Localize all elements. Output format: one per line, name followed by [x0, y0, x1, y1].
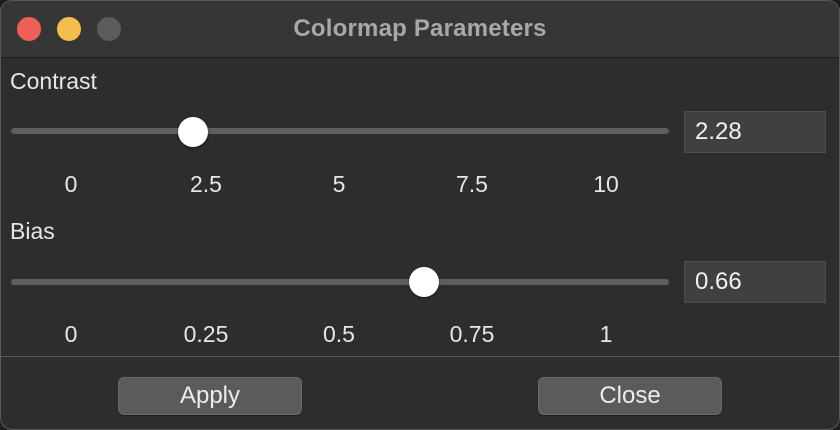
- contrast-value-field[interactable]: [684, 111, 826, 153]
- bias-tick-label: 0: [64, 321, 78, 347]
- contrast-slider-thumb[interactable]: [177, 117, 208, 147]
- contrast-tick-label: 5: [332, 171, 346, 197]
- close-button[interactable]: Close: [538, 377, 722, 415]
- contrast-tick-label: 0: [64, 171, 78, 197]
- contrast-slider-track[interactable]: [11, 128, 669, 134]
- minimize-window-button[interactable]: [57, 17, 81, 41]
- bias-value-field[interactable]: [684, 261, 826, 303]
- bias-tick-label: 1: [599, 321, 613, 347]
- contrast-tick-label: 10: [593, 171, 619, 197]
- bias-slider-thumb[interactable]: [409, 267, 440, 297]
- window-title: Colormap Parameters: [293, 15, 547, 42]
- contrast-tick-label: 7.5: [456, 171, 488, 197]
- bias-tick-label: 0.25: [183, 321, 229, 347]
- bias-slider-track[interactable]: [11, 279, 669, 285]
- title-bar[interactable]: Colormap Parameters: [1, 1, 839, 58]
- apply-button[interactable]: Apply: [118, 377, 302, 415]
- contrast-tick-label: 2.5: [190, 171, 222, 197]
- close-window-button[interactable]: [17, 17, 41, 41]
- contrast-label: Contrast: [10, 68, 97, 94]
- button-divider: [1, 356, 839, 357]
- bias-label: Bias: [10, 218, 55, 244]
- zoom-window-button: [97, 17, 121, 41]
- bias-tick-label: 0.5: [323, 321, 355, 347]
- bias-tick-label: 0.75: [449, 321, 495, 347]
